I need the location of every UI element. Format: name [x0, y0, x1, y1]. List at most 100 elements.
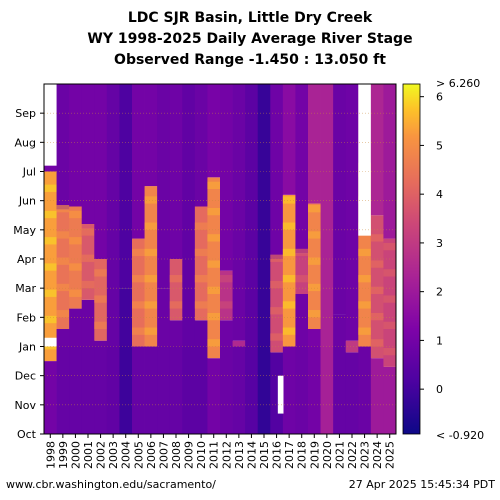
- heatmap-band-1999: [56, 310, 70, 318]
- heatmap-cell-2010: [194, 346, 208, 434]
- heatmap-cells: [44, 84, 397, 434]
- heatmap-cell-2005: [132, 238, 145, 347]
- heatmap-cell-2004: [119, 346, 133, 434]
- heatmap-band-2012: [220, 301, 233, 309]
- heatmap-cell-2019: [308, 84, 321, 204]
- heatmap-band-2001: [81, 228, 95, 236]
- heatmap-band-2024: [370, 260, 384, 268]
- heatmap-band-2023: [358, 275, 372, 283]
- colorbar-tick-label: 0: [436, 383, 443, 396]
- heatmap-band-2008: [169, 301, 183, 309]
- heatmap-cell-2023: [358, 346, 372, 434]
- heatmap-cell-2024: [370, 358, 384, 434]
- y-tick-label-feb: Feb: [17, 311, 36, 324]
- heatmap-band-2006: [144, 248, 158, 257]
- x-tick-label-2001: 2001: [82, 441, 95, 469]
- heatmap-cell-1998: [44, 361, 57, 434]
- x-tick-label-2023: 2023: [359, 441, 372, 469]
- heatmap-cell-2012: [220, 320, 233, 347]
- x-tick-label-2010: 2010: [195, 441, 208, 469]
- heatmap-cell-2000: [69, 206, 83, 309]
- heatmap-band-1998: [44, 184, 57, 192]
- heatmap-band-2024: [370, 312, 384, 321]
- heatmap-cell-2014: [245, 346, 259, 434]
- footer-url: www.cbr.washington.edu/sacramento/: [6, 478, 216, 491]
- y-tick-label-mar: Mar: [15, 282, 36, 295]
- heatmap-band-2024: [370, 286, 384, 294]
- x-tick-label-2005: 2005: [132, 441, 145, 469]
- heatmap-band-2006: [144, 275, 158, 283]
- heatmap-cell-1999: [56, 329, 70, 347]
- x-tick-label-2009: 2009: [183, 441, 196, 469]
- heatmap-cell-2001: [81, 84, 95, 224]
- colorbar: 0 1 2 3 4 5 6> 6.260 < -0.920: [402, 77, 484, 442]
- heatmap-cell-1999: [56, 346, 70, 434]
- heatmap-band-1999: [56, 231, 70, 239]
- heatmap-band-2002: [94, 321, 108, 329]
- heatmap-cell-2001: [81, 346, 95, 434]
- heatmap-cell-2015: [257, 346, 271, 434]
- x-tick-label-2007: 2007: [157, 441, 170, 469]
- y-tick-label-aug: Aug: [15, 136, 36, 149]
- heatmap-band-2019: [308, 205, 321, 213]
- heatmap-band-2024: [370, 234, 384, 242]
- heatmap-cell-2002: [94, 340, 108, 347]
- x-tick-label-2002: 2002: [95, 441, 108, 469]
- heatmap-cell-2025: [383, 84, 397, 239]
- heatmap-band-1998: [44, 289, 57, 297]
- heatmap-band-2010: [194, 301, 208, 309]
- heatmap-band-2016: [270, 280, 284, 289]
- heatmap-cell-2003: [106, 84, 120, 347]
- x-tick-label-2006: 2006: [145, 441, 158, 469]
- heatmap-cell-2007: [157, 84, 171, 289]
- heatmap-band-2017: [282, 222, 296, 230]
- x-tick-label-2003: 2003: [107, 441, 120, 469]
- heatmap-cell-2011: [207, 358, 221, 434]
- heatmap-band-2011: [207, 286, 221, 294]
- heatmap-band-2006: [144, 301, 158, 309]
- heatmap-band-2017: [282, 327, 296, 335]
- x-tick-label-1999: 1999: [57, 441, 70, 469]
- heatmap-band-2017: [282, 301, 296, 309]
- heatmap-cell-2015: [257, 84, 271, 347]
- missing-data-patch: [358, 84, 371, 236]
- heatmap-cell-2009: [182, 84, 196, 347]
- axes: Oct Nov Dec Jan Feb Mar Apr May Jun Jul Aug Sep 1998…: [13, 107, 396, 469]
- heatmap-band-2018: [295, 248, 309, 257]
- heatmap-band-2024: [370, 339, 384, 347]
- heatmap-band-2011: [207, 181, 221, 189]
- heatmap-band-2000: [69, 210, 83, 219]
- heatmap-cell-2004: [119, 84, 133, 289]
- heatmap-cell-2016: [270, 84, 284, 259]
- heatmap-band-1998: [44, 263, 57, 271]
- heatmap-band-2000: [69, 263, 83, 271]
- missing-data-patch: [277, 375, 284, 414]
- heatmap-cell-2007: [157, 288, 171, 347]
- y-tick-label-oct: Oct: [17, 428, 37, 441]
- heatmap-cell-2014: [245, 84, 259, 347]
- heatmap-band-2025: [383, 321, 397, 329]
- heatmap-band-1999: [56, 205, 70, 213]
- heatmap-cell-2018: [295, 84, 309, 254]
- heatmap-cell-2013: [232, 346, 246, 434]
- heatmap-band-1998: [44, 237, 57, 245]
- heatmap-band-2010: [194, 275, 208, 283]
- heatmap-cell-2006: [144, 346, 158, 434]
- heatmap-band-2001: [81, 280, 95, 289]
- heatmap-band-2023: [358, 248, 372, 257]
- heatmap-cell-2018: [295, 253, 309, 294]
- y-tick-label-dec: Dec: [15, 370, 36, 383]
- heatmap-cell-2008: [169, 346, 183, 434]
- x-tick-label-2011: 2011: [208, 441, 221, 469]
- chart-title-line-3: Observed Range -1.450 : 13.050 ft: [114, 52, 386, 68]
- x-tick-label-2004: 2004: [120, 441, 133, 469]
- heatmap-cell-2000: [69, 346, 83, 434]
- heatmap-cell-2009: [182, 346, 196, 434]
- heatmap-band-2019: [308, 231, 321, 239]
- heatmap-band-2011: [207, 207, 221, 216]
- y-tick-label-jul: Jul: [22, 166, 36, 179]
- x-tick-label-2014: 2014: [245, 441, 258, 469]
- colorbar-bottom-label: < -0.920: [436, 429, 484, 442]
- x-tick-label-2000: 2000: [69, 441, 82, 469]
- x-tick-label-2018: 2018: [296, 441, 309, 469]
